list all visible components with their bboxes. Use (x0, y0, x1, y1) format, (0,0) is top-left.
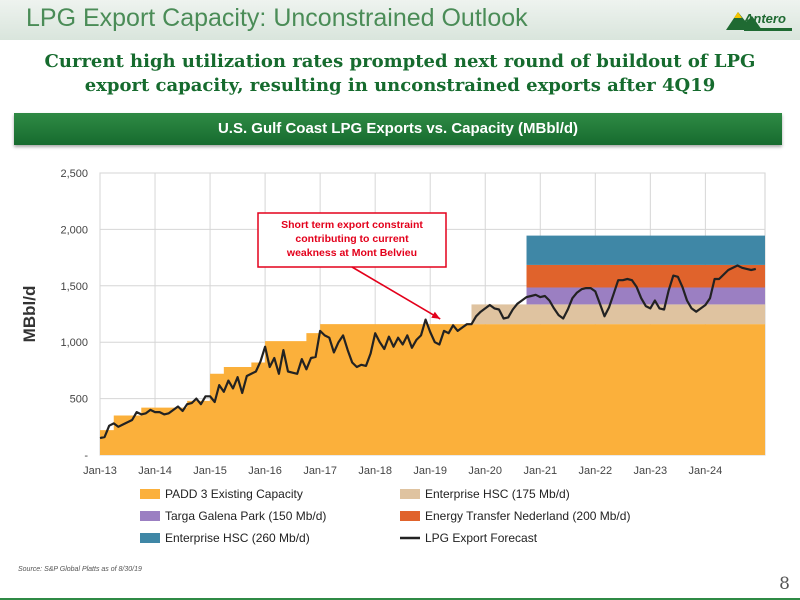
x-tick-label: Jan-23 (634, 465, 668, 477)
chart-title-banner: U.S. Gulf Coast LPG Exports vs. Capacity… (14, 113, 782, 145)
x-tick-label: Jan-22 (578, 465, 612, 477)
y-tick-label: 1,000 (60, 337, 88, 349)
legend-label: Enterprise HSC (260 Mb/d) (165, 531, 310, 545)
legend-swatch (140, 489, 160, 499)
x-tick-label: Jan-19 (413, 465, 447, 477)
lpg-export-forecast-line (99, 264, 757, 440)
legend-label: Targa Galena Park (150 Mb/d) (165, 509, 326, 523)
annotation-text-line: Short term export constraint (281, 219, 423, 231)
antero-logo (726, 12, 792, 31)
x-tick-label: Jan-24 (689, 465, 723, 477)
legend-swatch (140, 533, 160, 543)
x-tick-label: Jan-17 (303, 465, 337, 477)
capacity-band-3 (526, 264, 765, 288)
lpg-export-chart: - 500 1,000 1,500 2,000 2,500 Jan-13 Jan-14 Jan-… (20, 168, 766, 545)
y-tick-label: 2,000 (60, 224, 88, 236)
slide-header: LPG Export Capacity: Unconstrained Outlo… (0, 0, 800, 40)
annotation-text-line: weakness at Mont Belvieu (286, 247, 417, 259)
x-tick-label: Jan-18 (358, 465, 392, 477)
x-tick-label: Jan-21 (523, 465, 557, 477)
legend-swatch (400, 511, 420, 521)
y-tick-label: 500 (70, 394, 88, 406)
legend-swatch (140, 511, 160, 521)
y-tick-label: 2,500 (60, 168, 88, 180)
y-tick-label: - (84, 450, 88, 462)
footer-rule (0, 598, 800, 600)
x-tick-label: Jan-14 (138, 465, 172, 477)
legend-swatch (400, 489, 420, 499)
x-tick-label: Jan-16 (248, 465, 282, 477)
legend-label: Enterprise HSC (175 Mb/d) (425, 487, 570, 501)
y-axis-label: MBbl/d (20, 286, 39, 343)
legend-label: Energy Transfer Nederland (200 Mb/d) (425, 509, 630, 523)
y-tick-label: 1,500 (60, 281, 88, 293)
legend-label: PADD 3 Existing Capacity (165, 487, 303, 501)
capacity-band-4 (526, 235, 765, 265)
x-tick-label: Jan-20 (468, 465, 502, 477)
capacity-band-2 (526, 287, 765, 305)
source-note: Source: S&P Global Platts as of 8/30/19 (18, 566, 142, 573)
subtitle-line-1: Current high utilization rates prompted … (44, 51, 756, 72)
annotation-arrow-head (431, 311, 441, 319)
subtitle-line-2: export capacity, resulting in unconstrai… (84, 75, 716, 96)
legend-label: LPG Export Forecast (425, 531, 538, 545)
annotation-arrow-line (351, 266, 441, 320)
slide-subtitle: Current high utilization rates prompted … (0, 50, 800, 98)
logo-text: Antero (744, 11, 786, 26)
x-tick-label: Jan-15 (193, 465, 227, 477)
page-number: 8 (779, 574, 790, 594)
annotation-text-line: contributing to current (295, 233, 409, 245)
x-tick-label: Jan-13 (83, 465, 117, 477)
padd3-capacity-area (100, 324, 765, 455)
slide-title: LPG Export Capacity: Unconstrained Outlo… (26, 4, 528, 32)
